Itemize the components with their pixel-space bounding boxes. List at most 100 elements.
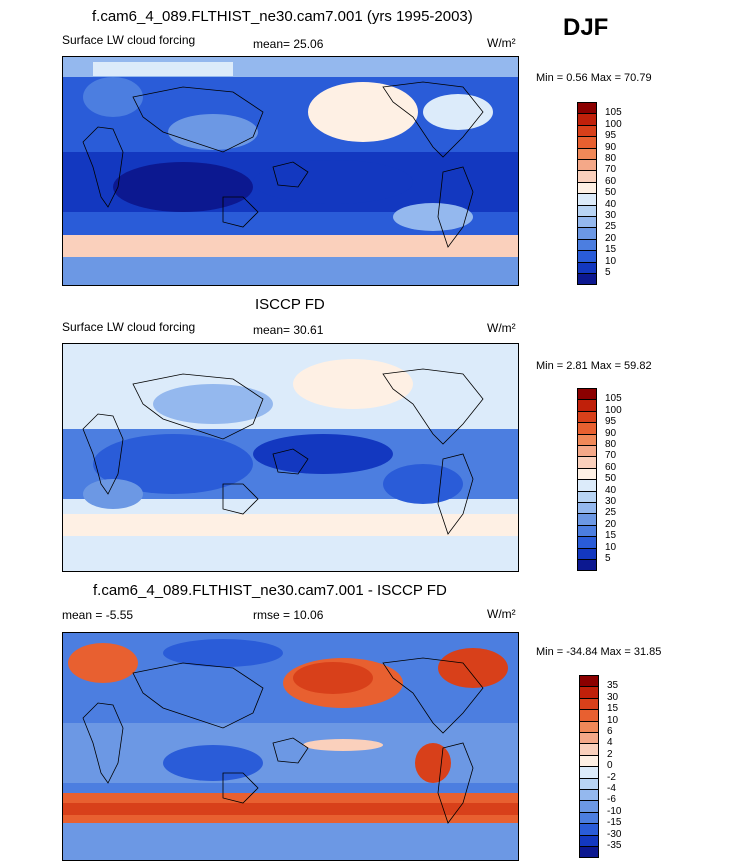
colorbar-box — [577, 204, 597, 216]
colorbar-label: 80 — [605, 153, 617, 164]
colorbar-label: 20 — [605, 232, 617, 244]
colorbar-box — [579, 720, 599, 732]
colorbar-label: 15 — [605, 244, 617, 256]
colorbar-label: 90 — [605, 141, 617, 153]
colorbar-box — [579, 754, 599, 767]
panel3-units: W/m² — [487, 607, 516, 621]
colorbar-box — [579, 834, 599, 846]
panel1-title: f.cam6_4_089.FLTHIST_ne30.cam7.001 (yrs … — [92, 8, 473, 25]
panel1-units: W/m² — [487, 36, 516, 50]
colorbar-box — [579, 709, 599, 721]
panel1-map — [62, 56, 519, 286]
colorbar-box — [577, 181, 597, 194]
colorbar-label: 50 — [605, 187, 617, 199]
panel2-title: ISCCP FD — [255, 296, 325, 313]
colorbar-label: 6 — [607, 726, 613, 737]
panel3-map — [62, 632, 519, 861]
colorbar-box — [577, 273, 597, 286]
colorbar-label: 5 — [605, 267, 611, 278]
colorbar-box — [577, 216, 597, 228]
colorbar-box — [577, 422, 597, 434]
colorbar-label: -35 — [607, 840, 622, 851]
colorbar-label: 100 — [605, 118, 622, 130]
colorbar-box — [579, 732, 599, 744]
colorbar-label: 80 — [605, 439, 617, 450]
colorbar-label: 0 — [607, 760, 613, 772]
colorbar-box — [579, 823, 599, 835]
colorbar-box — [577, 513, 597, 525]
colorbar-box — [577, 479, 597, 491]
panel2-variable-label: Surface LW cloud forcing — [62, 320, 196, 334]
colorbar-label: 50 — [605, 473, 617, 485]
colorbar-label: 10 — [607, 714, 619, 726]
colorbar-box — [577, 445, 597, 457]
colorbar-box — [577, 536, 597, 548]
colorbar-label: 70 — [605, 450, 617, 462]
colorbar-box — [577, 193, 597, 205]
colorbar-box — [577, 124, 597, 137]
colorbar-box — [577, 250, 597, 262]
colorbar-label: -10 — [607, 805, 622, 817]
colorbar-box — [577, 524, 597, 537]
colorbar-label: 30 — [605, 496, 617, 507]
panel1-mean-label: mean= 25.06 — [253, 37, 324, 51]
season-label: DJF — [563, 14, 609, 41]
colorbar-label: -4 — [607, 783, 616, 794]
colorbar-label: 30 — [607, 691, 619, 703]
colorbar-label: 95 — [605, 416, 617, 428]
colorbar-box — [577, 238, 597, 251]
colorbar-box — [577, 261, 597, 273]
colorbar-box — [579, 743, 599, 755]
colorbar-label: -15 — [607, 817, 622, 829]
colorbar-box — [577, 159, 597, 171]
colorbar-label: 2 — [607, 748, 613, 760]
panel3-title: f.cam6_4_089.FLTHIST_ne30.cam7.001 - ISC… — [93, 582, 447, 599]
panel3-rmse-label: rmse = 10.06 — [253, 608, 324, 622]
colorbar-label: 25 — [605, 507, 617, 519]
colorbar-label: 105 — [605, 107, 622, 119]
colorbar-label: 70 — [605, 164, 617, 176]
colorbar-label: 95 — [605, 130, 617, 142]
colorbar-box — [579, 811, 599, 824]
colorbar-box — [577, 433, 597, 445]
colorbar-label: 105 — [605, 393, 622, 405]
colorbar-box — [579, 697, 599, 710]
colorbar-box — [579, 675, 599, 687]
panel1-variable-label: Surface LW cloud forcing — [62, 33, 196, 47]
colorbar-box — [577, 399, 597, 411]
colorbar-label: -30 — [607, 828, 622, 840]
panel2-mean-label: mean= 30.61 — [253, 323, 324, 337]
colorbar-box — [579, 800, 599, 812]
colorbar-box — [579, 686, 599, 698]
colorbar-label: 4 — [607, 737, 613, 749]
colorbar-box — [577, 502, 597, 514]
panel1-minmax: Min = 0.56 Max = 70.79 — [536, 72, 652, 84]
colorbar-box — [579, 777, 599, 789]
colorbar-box — [577, 410, 597, 423]
colorbar-box — [577, 467, 597, 480]
colorbar-label: 10 — [605, 255, 617, 267]
colorbar-box — [577, 170, 597, 182]
panel2-minmax: Min = 2.81 Max = 59.82 — [536, 360, 652, 372]
colorbar-box — [577, 227, 597, 239]
colorbar-label: 40 — [605, 198, 617, 210]
colorbar-box — [579, 789, 599, 801]
panel2-units: W/m² — [487, 321, 516, 335]
colorbar-box — [577, 102, 597, 114]
colorbar-label: 60 — [605, 461, 617, 473]
colorbar-box — [577, 113, 597, 125]
colorbar-box — [577, 559, 597, 572]
colorbar-box — [577, 147, 597, 159]
colorbar-box — [577, 547, 597, 559]
colorbar-label: 40 — [605, 484, 617, 496]
colorbar-label: -2 — [607, 771, 616, 783]
colorbar-box — [577, 388, 597, 400]
colorbar-label: 90 — [605, 427, 617, 439]
colorbar-box — [579, 846, 599, 859]
panel3-minmax: Min = -34.84 Max = 31.85 — [536, 646, 662, 658]
colorbar-label: 5 — [605, 553, 611, 564]
colorbar-box — [577, 456, 597, 468]
colorbar-label: 20 — [605, 518, 617, 530]
colorbar-label: 25 — [605, 221, 617, 233]
colorbar-box — [577, 136, 597, 148]
